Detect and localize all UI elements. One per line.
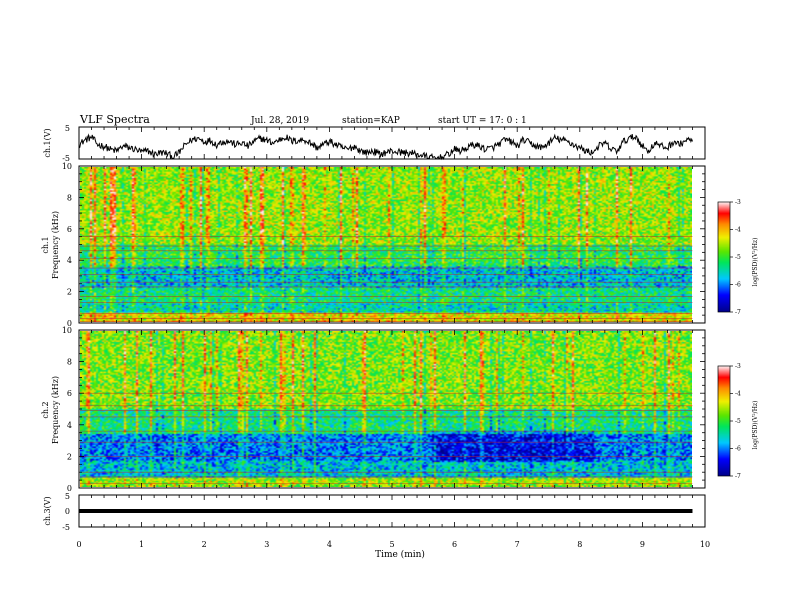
ch1-spectrogram-ylabel-channel: ch.1 (41, 236, 50, 253)
time-axis-tick-labels: 0 1 2 3 4 5 6 7 8 9 10 (76, 540, 710, 549)
ch3-waveform-ticks (78, 495, 706, 527)
time-tick-label: 6 (452, 540, 457, 549)
time-tick-label: 0 (76, 540, 81, 549)
colorbar-tick-label: -7 (735, 473, 741, 480)
colorbar-tick-label: -3 (735, 363, 741, 370)
header: VLF Spectra Jul. 28, 2019 station=KAP st… (79, 113, 527, 126)
time-tick-label: 8 (577, 540, 582, 549)
ch1-spectrogram-panel: 0 2 4 6 8 10 ch.1 Frequency (kHz) (41, 162, 706, 328)
date-label: Jul. 28, 2019 (250, 116, 309, 126)
colorbar-tick-label: -4 (735, 227, 741, 234)
start-time-label: start UT = 17: 0 : 1 (438, 116, 527, 126)
ch1-spectrogram-image (80, 167, 692, 322)
ch3-ytick-middle: 0 (65, 507, 70, 516)
frequency-tick-label: 6 (67, 389, 72, 398)
frequency-tick-label: 8 (67, 358, 72, 367)
ch3-waveform-ylabel: ch.3(V) (43, 496, 52, 525)
colorbar-tick-label: -3 (735, 199, 741, 206)
ch2-spectrogram-ylabel-channel: ch.2 (41, 401, 50, 418)
frequency-tick-label: 4 (67, 421, 72, 430)
ch1-waveform-ticks (78, 127, 706, 159)
colorbar-tick-label: -6 (735, 446, 741, 453)
colorbar-tick-label: -6 (735, 282, 741, 289)
frequency-tick-label: 0 (67, 484, 72, 493)
time-tick-label: 7 (515, 540, 520, 549)
frequency-tick-label: 2 (67, 452, 72, 461)
frequency-tick-label: 0 (67, 319, 72, 328)
ch2-spectrogram-image (80, 331, 692, 487)
ch2-colorbar: -3 -4 -5 -6 -7 log(PSD)(V²/Hz) (717, 363, 759, 480)
ch1-waveform-panel: 5 -5 ch.1(V) (43, 124, 706, 163)
ch1-colorbar: -3 -4 -5 -6 -7 log(PSD)(V²/Hz) (717, 199, 759, 316)
time-axis-label: Time (min) (375, 549, 425, 560)
ch2-colorbar-gradient (718, 366, 730, 476)
colorbar-tick-label: -5 (735, 254, 741, 261)
ch1-spectrogram-ylabel-frequency: Frequency (kHz) (51, 211, 60, 279)
colorbar-tick-label: -4 (735, 391, 741, 398)
ch3-ytick-top: 5 (65, 492, 70, 501)
frequency-tick-label: 2 (67, 288, 72, 297)
time-tick-label: 1 (139, 540, 144, 549)
ch1-waveform-line (78, 133, 693, 161)
frequency-tick-label: 4 (67, 256, 72, 265)
ch3-ytick-bottom: -5 (62, 523, 70, 532)
frequency-tick-label: 6 (67, 225, 72, 234)
figure-title: VLF Spectra (79, 113, 150, 126)
time-tick-label: 4 (327, 540, 332, 549)
colorbar-tick-label: -7 (735, 309, 741, 316)
ch1-ytick-bottom: -5 (62, 154, 70, 163)
colorbar-tick-label: -5 (735, 418, 741, 425)
ch1-ytick-top: 5 (65, 124, 70, 133)
time-tick-label: 10 (700, 540, 710, 549)
ch2-spectrogram-ytick-labels: 0 2 4 6 8 10 (62, 326, 72, 493)
ch2-colorbar-ticks: -3 -4 -5 -6 -7 (730, 363, 741, 480)
time-tick-label: 3 (264, 540, 269, 549)
ch3-waveform-panel: 5 0 -5 ch.3(V) 0 1 2 3 4 5 6 7 8 9 10 Time (min) (43, 492, 710, 560)
time-tick-label: 5 (389, 540, 394, 549)
ch1-colorbar-label: log(PSD)(V²/Hz) (752, 238, 759, 287)
ch2-spectrogram-ticks (78, 329, 706, 489)
ch1-waveform-ylabel: ch.1(V) (43, 128, 52, 157)
ch1-colorbar-ticks: -3 -4 -5 -6 -7 (730, 199, 741, 316)
ch1-spectrogram-ytick-labels: 0 2 4 6 8 10 (62, 162, 72, 328)
time-tick-label: 2 (202, 540, 207, 549)
ch1-spectrogram-lines (80, 236, 693, 322)
frequency-tick-label: 10 (62, 326, 72, 335)
ch2-colorbar-label: log(PSD)(V²/Hz) (752, 401, 759, 450)
ch2-spectrogram-ylabel-frequency: Frequency (kHz) (51, 376, 60, 444)
ch2-spectrogram-panel: 0 2 4 6 8 10 ch.2 Frequency (kHz) (41, 326, 706, 493)
station-label: station=KAP (342, 116, 400, 126)
frequency-tick-label: 10 (62, 162, 72, 171)
ch1-colorbar-gradient (718, 202, 730, 312)
frequency-tick-label: 8 (67, 193, 72, 202)
ch1-spectrogram-ticks (78, 165, 706, 324)
time-tick-label: 9 (640, 540, 645, 549)
ch2-spectrogram-lines (80, 392, 693, 484)
